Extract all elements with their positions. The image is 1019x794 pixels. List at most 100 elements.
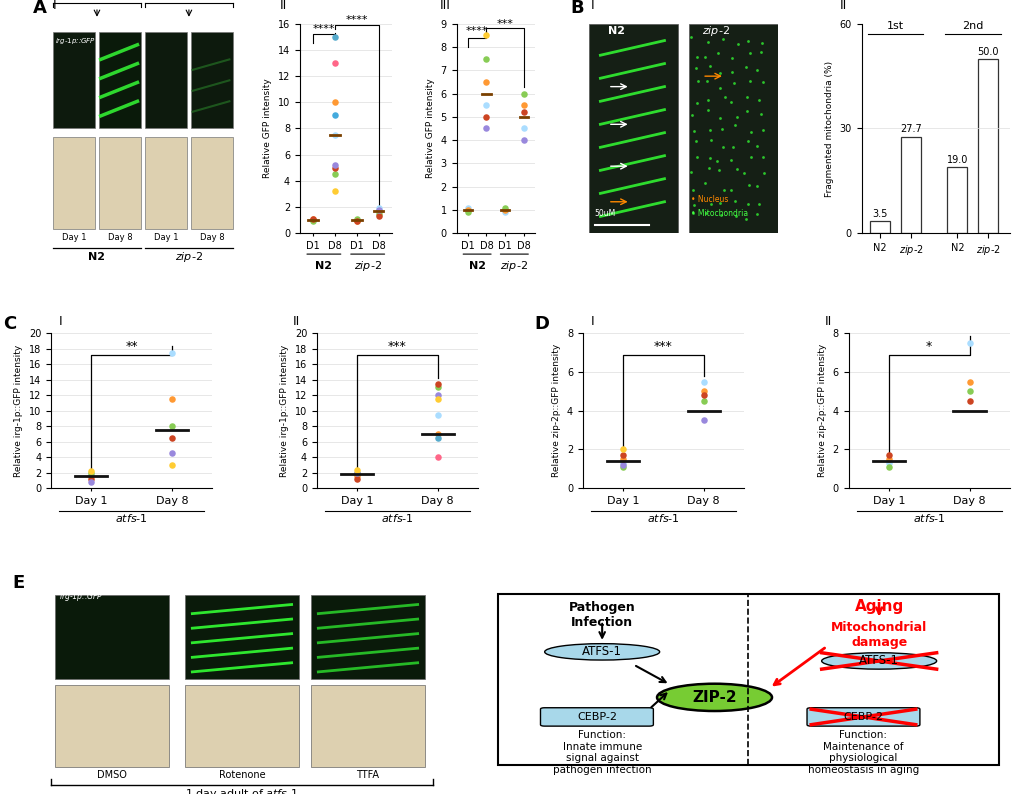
- Point: [723, 66, 740, 79]
- Text: 27.7: 27.7: [900, 125, 921, 134]
- Point: [754, 76, 770, 89]
- Point: [961, 385, 977, 398]
- Point: [738, 61, 754, 74]
- Point: [739, 34, 755, 47]
- Text: II: II: [279, 0, 286, 12]
- Point: [729, 163, 745, 175]
- Point: [688, 62, 704, 75]
- Point: [429, 393, 445, 406]
- Point: [83, 476, 99, 488]
- Text: 3.5: 3.5: [871, 209, 887, 219]
- Text: $lrg$-$1p$::GFP: $lrg$-$1p$::GFP: [58, 590, 103, 603]
- Text: ****: ****: [466, 26, 488, 37]
- Point: [726, 118, 742, 131]
- Point: [429, 377, 445, 390]
- Point: [749, 208, 765, 221]
- FancyBboxPatch shape: [540, 707, 653, 727]
- Point: [738, 91, 754, 104]
- Point: [515, 133, 531, 146]
- Point: [429, 431, 445, 444]
- Point: [712, 209, 729, 222]
- Point: [163, 458, 179, 471]
- Point: [701, 60, 717, 72]
- Point: [713, 122, 730, 135]
- Text: $irg$-$1p$::GFP: $irg$-$1p$::GFP: [55, 37, 96, 46]
- Text: Rotenone: Rotenone: [218, 770, 265, 781]
- Point: [163, 346, 179, 359]
- Point: [614, 457, 631, 469]
- Point: [460, 201, 476, 214]
- Point: [961, 376, 977, 388]
- Bar: [947, 167, 966, 233]
- Point: [715, 183, 732, 196]
- Point: [725, 141, 741, 153]
- Point: [686, 198, 702, 211]
- Point: [748, 64, 764, 77]
- Text: 50uM: 50uM: [594, 210, 615, 218]
- Point: [429, 427, 445, 440]
- Point: [429, 451, 445, 464]
- Text: CEBP-2: CEBP-2: [843, 712, 882, 722]
- Point: [614, 453, 631, 465]
- Point: [726, 77, 742, 90]
- Point: [83, 470, 99, 483]
- Point: [728, 210, 744, 222]
- Point: [741, 46, 757, 59]
- Text: I: I: [59, 314, 62, 328]
- Point: [515, 99, 531, 112]
- Text: 50.0: 50.0: [976, 47, 998, 56]
- Bar: [99, 137, 141, 229]
- Bar: [869, 221, 890, 233]
- Text: ZIP-2: ZIP-2: [692, 690, 736, 705]
- Point: [478, 122, 494, 135]
- Text: N2: N2: [607, 26, 625, 37]
- Point: [370, 203, 386, 216]
- Bar: [55, 684, 169, 766]
- Point: [305, 213, 321, 225]
- Bar: [589, 24, 677, 233]
- Text: I: I: [590, 0, 594, 12]
- Point: [326, 30, 342, 43]
- Ellipse shape: [656, 684, 771, 711]
- Point: [83, 466, 99, 479]
- Point: [750, 198, 766, 210]
- Text: III: III: [439, 0, 450, 12]
- Point: [687, 134, 703, 147]
- Point: [695, 414, 711, 426]
- Point: [478, 99, 494, 112]
- Bar: [53, 137, 95, 229]
- Point: [880, 449, 897, 461]
- Point: [754, 151, 770, 164]
- Text: A: A: [33, 0, 47, 17]
- Point: [163, 393, 179, 406]
- Point: [740, 179, 756, 191]
- Point: [496, 201, 513, 214]
- Point: [515, 87, 531, 100]
- Point: [83, 464, 99, 477]
- Text: N2: N2: [89, 252, 105, 262]
- Point: [683, 30, 699, 43]
- Bar: [977, 59, 998, 233]
- Point: [742, 75, 758, 87]
- Bar: [55, 596, 169, 679]
- Bar: [145, 137, 186, 229]
- Point: [688, 51, 704, 64]
- Point: [348, 214, 365, 226]
- Point: [348, 467, 365, 480]
- Point: [698, 75, 714, 87]
- Point: [83, 468, 99, 481]
- Point: [722, 95, 739, 108]
- Point: [326, 161, 342, 174]
- Point: [748, 180, 764, 193]
- Point: [429, 389, 445, 402]
- Point: [880, 461, 897, 473]
- Text: ****: ****: [345, 15, 368, 25]
- Point: [699, 104, 715, 117]
- Point: [711, 82, 728, 94]
- Point: [429, 381, 445, 394]
- Text: C: C: [3, 314, 16, 333]
- Text: $atfs$-$1$: $atfs$-$1$: [381, 512, 414, 524]
- Point: [695, 376, 711, 388]
- Point: [961, 395, 977, 407]
- Text: Function:
Innate immune
signal against
pathogen infection: Function: Innate immune signal against p…: [552, 730, 651, 775]
